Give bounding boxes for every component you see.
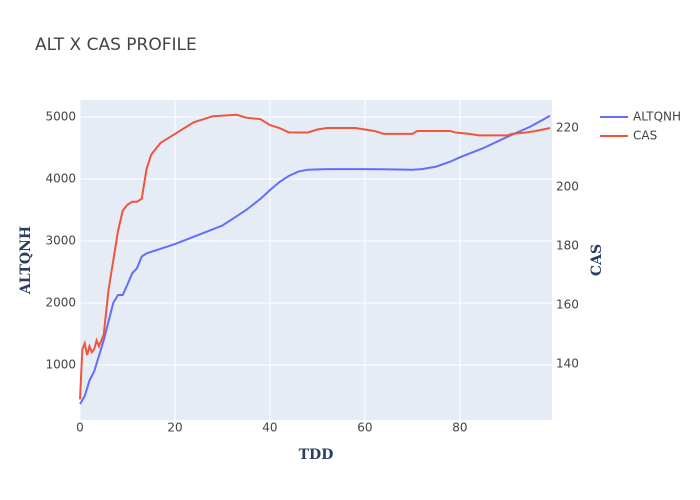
x-tick-label: 80	[452, 421, 467, 435]
plot-area	[80, 100, 552, 420]
legend-label: ALTQNH	[633, 110, 681, 124]
y-tick-label: 1000	[45, 358, 76, 372]
y-axis-title: ALTQNH	[18, 226, 34, 295]
y2-tick-label: 160	[556, 297, 579, 311]
x-tick-label: 0	[76, 421, 84, 435]
y2-tick-label: 180	[556, 238, 579, 252]
x-tick-label: 60	[357, 421, 372, 435]
legend-label: CAS	[633, 129, 657, 143]
y2-axis-title: CAS	[589, 244, 605, 276]
y2-tick-label: 220	[556, 121, 579, 135]
y-tick-label: 2000	[45, 295, 76, 309]
y-tick-label: 4000	[45, 171, 76, 185]
y2-tick-label: 140	[556, 356, 579, 370]
series-line	[79, 113, 551, 400]
y-tick-label: 3000	[45, 233, 76, 247]
series-line	[79, 114, 551, 405]
x-tick-label: 40	[262, 421, 277, 435]
chart-title: ALT X CAS PROFILE	[35, 35, 197, 55]
x-tick-label: 20	[167, 421, 182, 435]
y-tick-label: 5000	[45, 109, 76, 123]
y2-tick-label: 200	[556, 180, 579, 194]
x-axis-title: TDD	[299, 447, 334, 463]
